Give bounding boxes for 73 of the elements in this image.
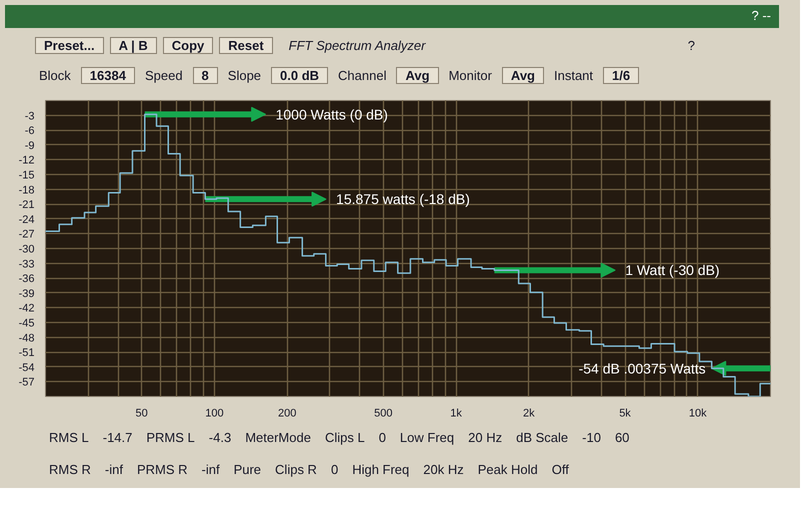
text: Preset...: [35, 37, 104, 54]
text: High Freq: [351, 462, 410, 477]
text: Avg: [502, 67, 544, 84]
y-tick-label: -36: [18, 273, 35, 286]
text: 0: [330, 462, 340, 477]
x-tick-label: 2k: [523, 408, 536, 420]
text: 8: [192, 67, 218, 84]
text: 60: [614, 430, 630, 445]
x-tick-label: 5k: [619, 408, 632, 420]
text: Monitor: [448, 68, 493, 83]
y-tick-label: -15: [18, 170, 35, 182]
text: Block: [38, 68, 72, 83]
text: -4.3: [208, 430, 232, 445]
text: Clips R: [274, 462, 318, 477]
x-tick-label: 1k: [450, 408, 462, 420]
text: MeterMode: [244, 430, 312, 445]
text: 20k Hz: [422, 462, 465, 477]
y-tick-label: -45: [18, 318, 35, 330]
text: PRMS R: [136, 462, 189, 477]
text: Clips L: [324, 430, 366, 445]
text: dB Scale: [515, 430, 570, 445]
y-tick-label: -48: [18, 332, 35, 344]
text: RMS L: [48, 430, 90, 445]
y-tick-label: -21: [18, 199, 35, 212]
text: 0: [378, 430, 387, 445]
y-tick-label: -39: [18, 288, 35, 300]
text: Reset: [219, 37, 273, 54]
x-tick-label: 200: [278, 408, 296, 420]
text: Pure: [232, 462, 262, 477]
y-tick-label: -6: [24, 125, 34, 138]
y-tick-label: -51: [18, 347, 35, 360]
text: Avg: [396, 67, 439, 84]
text: -inf: [104, 462, 124, 477]
x-tick-label: 10k: [688, 408, 708, 420]
y-tick-label: -54: [18, 362, 35, 374]
text: Speed: [144, 68, 184, 83]
text: RMS R: [48, 462, 92, 477]
text: -10: [581, 430, 602, 445]
y-tick-label: -57: [18, 376, 35, 389]
y-tick-label: -3: [24, 110, 34, 122]
text: Low Freq: [398, 430, 456, 445]
text: -14.7: [102, 430, 134, 445]
text: 20 Hz: [467, 430, 504, 445]
x-tick-label: 100: [205, 408, 224, 420]
text: 1/6: [603, 67, 640, 84]
y-tick-label: -24: [18, 214, 35, 226]
text: Off: [550, 462, 570, 477]
y-tick-label: -27: [18, 228, 35, 241]
chart-title: FFT Spectrum Analyzer: [288, 38, 426, 53]
y-tick-label: -30: [18, 244, 35, 256]
text: Instant: [553, 68, 594, 83]
text: 0.0 dB: [271, 67, 328, 84]
x-tick-label: 500: [374, 408, 393, 420]
text: A | B: [110, 37, 157, 54]
annotation: -54 dB .00375 Watts: [578, 360, 706, 376]
y-tick-label: -12: [18, 154, 35, 167]
y-tick-label: -9: [24, 140, 34, 152]
annotation: 15.875 watts (-18 dB): [336, 191, 470, 208]
text: PRMS L: [145, 430, 196, 445]
text: -inf: [200, 462, 221, 477]
annotation: 1 Watt (-30 dB): [625, 262, 720, 278]
y-tick-label: -33: [18, 258, 35, 270]
text: ? --: [752, 8, 771, 23]
text: Peak Hold: [476, 462, 539, 477]
text: ?: [688, 37, 695, 55]
x-tick-label: 50: [136, 408, 148, 420]
text: Copy: [162, 37, 214, 54]
y-tick-label: -42: [18, 302, 35, 315]
text: Channel: [337, 68, 388, 83]
text: Slope: [226, 68, 262, 83]
annotation: 1000 Watts (0 dB): [276, 106, 388, 122]
y-tick-label: -18: [18, 184, 35, 196]
text: 16384: [80, 67, 135, 84]
